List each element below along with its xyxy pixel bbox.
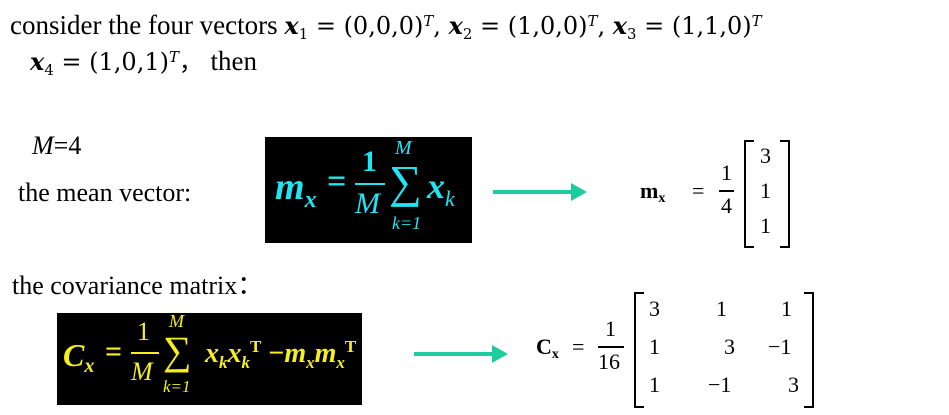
arrow-icon <box>414 345 508 363</box>
intro-then: then <box>210 46 258 76</box>
mean-entry: 3 <box>760 143 771 168</box>
intro-lead: consider the four vectors <box>10 10 278 40</box>
cov-entry: 3 <box>649 296 660 321</box>
cov-formula-sum-top: M <box>169 311 184 331</box>
covariance-label: the covariance matrix： <box>12 271 264 300</box>
mean-entry: 1 <box>760 178 771 203</box>
mean-formula-sum-top: M <box>395 137 412 159</box>
cov-entry: 1 <box>716 296 727 321</box>
cov-formula-equals: = <box>105 335 123 368</box>
cov-result-equals: = <box>572 334 585 359</box>
cov-entry: −1 <box>768 334 792 359</box>
vector-x1: x1 = (0,0,0)T, <box>284 11 441 44</box>
cov-result-name: Cx <box>536 334 559 362</box>
cov-formula-terms: xkxkT −mxmxT <box>205 337 357 372</box>
cov-result-denominator: 16 <box>598 349 620 374</box>
mean-formula-lhs: mx <box>275 166 317 213</box>
mean-formula-denominator: M <box>355 187 380 220</box>
right-bracket-icon <box>780 140 790 248</box>
left-bracket-icon <box>634 292 644 408</box>
arrow-icon <box>493 183 587 201</box>
cov-formula-fraction-bar <box>131 352 159 354</box>
mean-formula-numerator: 1 <box>362 145 377 178</box>
intro-line-1: consider the four vectors x1 = (0,0,0)T,… <box>10 8 762 43</box>
cov-formula-lhs: Cx <box>63 337 95 377</box>
sum-symbol-icon: ∑ <box>163 328 192 373</box>
cov-entry: 1 <box>781 296 792 321</box>
mean-formula-equals: = <box>327 163 347 200</box>
mean-result-fraction-bar <box>719 190 734 192</box>
cov-formula-sum-bottom: k=1 <box>163 377 191 396</box>
cov-entry: 3 <box>788 372 799 397</box>
mean-result-equals: = <box>692 178 705 203</box>
mean-vector-label: the mean vector: <box>18 178 192 207</box>
mean-result: mx = 1 4 3 1 1 <box>640 140 800 250</box>
cov-entry: 3 <box>724 334 735 359</box>
left-bracket-icon <box>744 140 754 248</box>
sum-symbol-icon: ∑ <box>389 156 422 207</box>
intro-line-2: x4 = (1,0,1)T， then <box>30 44 257 79</box>
mean-formula-box: mx = 1 M M ∑ k=1 xk <box>265 137 472 243</box>
vector-x4: x4 = (1,0,1)T， <box>30 47 203 80</box>
cov-formula-denominator: M <box>131 357 153 386</box>
mean-entry: 1 <box>760 213 771 238</box>
covariance-result: Cx = 1 16 3 1 1 1 3 −1 1 −1 3 <box>536 292 836 410</box>
right-bracket-icon <box>804 292 814 408</box>
vector-x3: x3 = (1,1,0)T <box>612 11 762 44</box>
m-definition: M=4 <box>32 131 82 160</box>
mean-result-denominator: 4 <box>721 193 732 218</box>
cov-entry: −1 <box>708 372 732 397</box>
vector-x2: x2 = (1,0,0)T, <box>448 11 606 44</box>
covariance-formula-box: Cx = 1 M M ∑ k=1 xkxkT −mxmxT <box>57 311 362 405</box>
mean-result-name: mx <box>640 178 666 206</box>
mean-formula-term: xk <box>427 166 455 211</box>
mean-result-numerator: 1 <box>721 160 732 185</box>
cov-entry: 1 <box>649 334 660 359</box>
cov-result-fraction-bar <box>598 346 624 348</box>
mean-formula-fraction-bar <box>355 183 385 185</box>
cov-entry: 1 <box>649 372 660 397</box>
cov-result-numerator: 1 <box>605 316 616 341</box>
mean-formula-sum-bottom: k=1 <box>392 213 422 233</box>
cov-formula-numerator: 1 <box>137 317 150 346</box>
